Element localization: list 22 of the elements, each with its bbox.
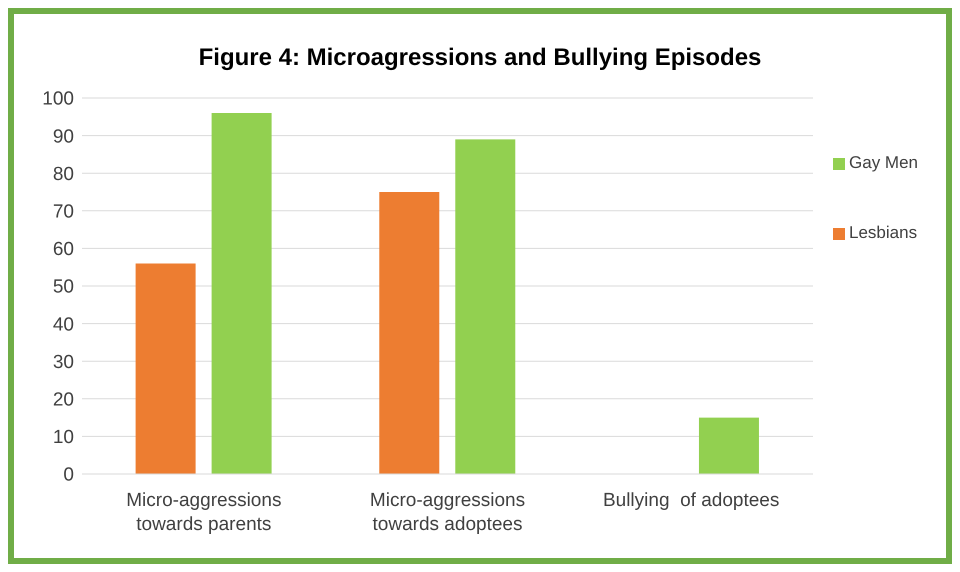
y-tick-label: 70: [52, 202, 74, 223]
y-tick-label: 80: [52, 164, 74, 185]
y-tick-label: 100: [42, 88, 74, 110]
y-tick-label: 60: [52, 239, 74, 260]
y-tick-label: 20: [52, 390, 74, 411]
bar: [136, 263, 196, 474]
x-tick-label: Micro-aggressions towards adoptees: [370, 490, 526, 535]
y-tick-label: 30: [52, 352, 74, 373]
y-tick-label: 0: [63, 464, 74, 486]
bar: [698, 418, 759, 474]
y-tick-label: 50: [52, 276, 74, 298]
legend-label: Lesbians: [849, 223, 918, 242]
bar: [212, 113, 272, 474]
legend-label: Gay Men: [849, 153, 918, 172]
y-tick-label: 10: [52, 427, 74, 448]
chart-title: Figure 4: Microagressions and Bullying Episodes: [198, 44, 762, 72]
x-tick-label: Micro-aggressions towards parents: [126, 490, 282, 535]
x-tick-label: Bullying of adoptees: [602, 490, 780, 511]
y-tick-label: 40: [52, 314, 74, 336]
bar: [455, 139, 516, 474]
y-tick-label: 90: [52, 126, 74, 148]
bar: [379, 192, 440, 474]
